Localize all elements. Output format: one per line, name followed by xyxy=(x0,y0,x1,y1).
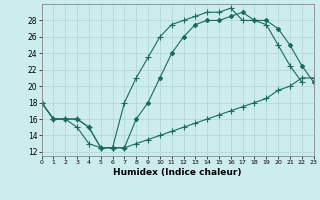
X-axis label: Humidex (Indice chaleur): Humidex (Indice chaleur) xyxy=(113,168,242,177)
